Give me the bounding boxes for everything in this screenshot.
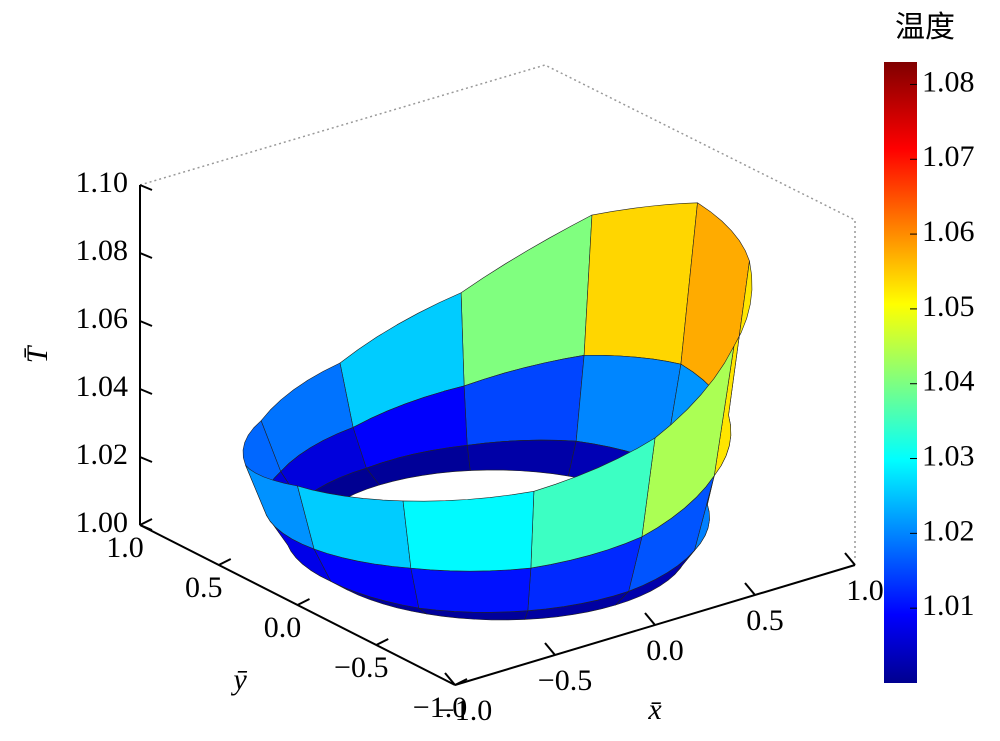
z-tick-label: 1.06 <box>76 302 129 335</box>
x-tick-label: 1.0 <box>846 574 884 607</box>
colorbar-label: 温度 <box>895 11 955 44</box>
surface-patch <box>713 260 753 476</box>
surface-patch <box>583 202 698 365</box>
surface-patch <box>530 437 656 569</box>
z-tick-label: 1.10 <box>76 166 129 199</box>
surface-patch <box>402 490 535 572</box>
x-tick-label: 0.0 <box>646 634 684 667</box>
colorbar-tick-label: 1.01 <box>922 589 975 622</box>
z-axis-label: T̄ <box>21 344 54 363</box>
colorbar <box>884 62 917 683</box>
x-tick <box>644 612 656 626</box>
y-tick-label: −1.0 <box>413 691 467 724</box>
colorbar-tick-label: 1.03 <box>922 439 975 472</box>
y-tick <box>375 638 389 646</box>
y-tick <box>454 678 468 686</box>
colorbar-tick-label: 1.02 <box>922 514 975 547</box>
x-tick <box>744 582 756 596</box>
surface-patch <box>410 567 532 613</box>
z-tick <box>139 456 153 463</box>
x-tick <box>444 672 456 686</box>
x-tick-label: −1.0 <box>438 694 492 727</box>
surface <box>242 202 753 621</box>
surface-patch <box>641 345 735 538</box>
surface-patch <box>466 439 577 477</box>
z-tick <box>139 388 153 395</box>
colorbar-tick-label: 1.06 <box>922 215 975 248</box>
colorbar-tick-label: 1.07 <box>922 140 975 173</box>
x-tick <box>844 552 856 566</box>
colorbar-tick-label: 1.05 <box>922 290 975 323</box>
colorbar-tick-label: 1.04 <box>922 365 975 398</box>
z-tick-label: 1.00 <box>76 506 129 539</box>
x-tick-label: 0.5 <box>746 604 784 637</box>
z-tick <box>139 524 153 531</box>
y-tick-label: 1.0 <box>106 531 144 564</box>
y-axis-label: ȳ <box>230 663 247 696</box>
x-axis-label: x̄ <box>647 693 662 726</box>
y-tick-label: −0.5 <box>334 651 388 684</box>
y-tick-label: 0.0 <box>264 611 302 644</box>
x-tick-label: −0.5 <box>538 664 592 697</box>
x-tick <box>544 642 556 656</box>
y-tick <box>139 518 153 526</box>
colorbar-tick-label: 1.08 <box>922 65 975 98</box>
y-tick <box>297 598 310 606</box>
z-tick <box>139 320 153 327</box>
z-tick <box>139 252 153 259</box>
box-edge <box>139 64 856 560</box>
z-tick-label: 1.02 <box>76 438 129 471</box>
y-tick-label: 0.5 <box>185 571 223 604</box>
z-tick-label: 1.04 <box>76 370 129 403</box>
z-tick-label: 1.08 <box>76 234 129 267</box>
z-tick <box>139 184 153 191</box>
y-tick <box>218 558 232 566</box>
